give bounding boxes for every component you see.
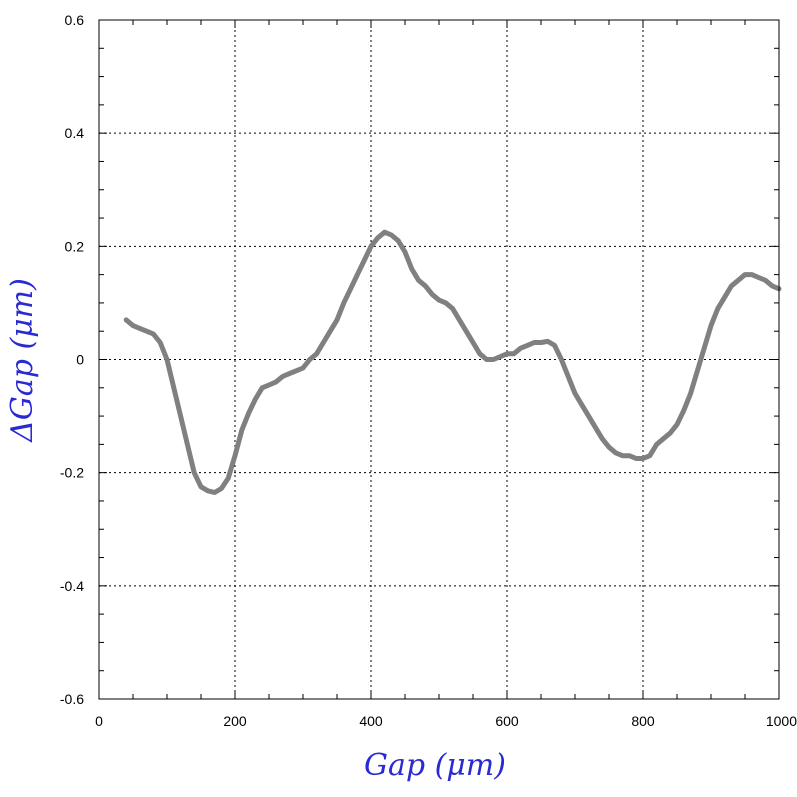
- y-tick-label: 0: [76, 352, 84, 368]
- y-tick-label: 0.2: [65, 238, 85, 254]
- x-tick-label: 200: [223, 713, 247, 729]
- x-tick-label: 1000: [766, 713, 797, 729]
- y-tick-label: -0.2: [60, 465, 84, 481]
- x-tick-label: 0: [95, 713, 103, 729]
- x-axis-title: Gap (μm): [364, 748, 506, 783]
- y-axis-title: ΔGap (μm): [5, 278, 40, 443]
- series-line-3: [123, 229, 782, 495]
- x-tick-label: 400: [359, 713, 383, 729]
- grid-lines: [99, 20, 779, 699]
- series-line-0: [125, 231, 780, 494]
- plot-frame: [98, 19, 780, 700]
- y-tick-labels: -0.6 -0.4 -0.2 0 0.2 0.4 0.6: [60, 12, 84, 707]
- x-tick-label: 600: [495, 713, 519, 729]
- series-line-2: [125, 230, 780, 493]
- x-tick-labels: 0 200 400 600 800 1000: [95, 713, 797, 729]
- y-tick-label: -0.4: [60, 578, 84, 594]
- y-tick-label: 0.4: [65, 125, 85, 141]
- y-tick-label: 0.6: [65, 12, 85, 28]
- series-line-1: [125, 232, 780, 494]
- series-layer: [123, 229, 782, 495]
- y-tick-label: -0.6: [60, 691, 84, 707]
- x-tick-label: 800: [631, 713, 655, 729]
